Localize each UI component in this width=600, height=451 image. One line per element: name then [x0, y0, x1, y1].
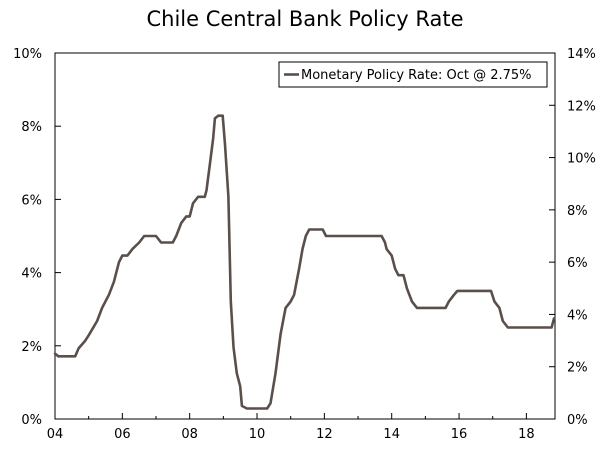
right-tick-label: 12%: [567, 99, 596, 114]
legend: Monetary Policy Rate: Oct @ 2.75%: [278, 61, 548, 88]
left-tick-label: 0%: [21, 413, 42, 428]
series-line: [53, 114, 556, 410]
x-tick-label: 16: [451, 427, 468, 442]
right-tick-label: 2%: [567, 361, 588, 376]
right-tick-label: 6%: [567, 256, 588, 271]
left-y-axis: 0% 2% 4% 6% 8% 10%: [13, 47, 61, 428]
x-tick-label: 04: [47, 427, 64, 442]
x-tick-label: 18: [518, 427, 535, 442]
x-tick-label: 06: [114, 427, 131, 442]
x-tick-label: 10: [249, 427, 266, 442]
legend-box: [278, 61, 548, 88]
right-tick-label: 0%: [567, 413, 588, 428]
left-tick-label: 2%: [21, 340, 42, 355]
x-tick-label: 12: [316, 427, 333, 442]
series-group: [53, 114, 556, 410]
x-tick-label: 14: [383, 427, 400, 442]
chart-title: Chile Central Bank Policy Rate: [146, 7, 463, 31]
left-tick-label: 10%: [13, 47, 42, 62]
x-tick-label: 08: [181, 427, 198, 442]
right-tick-label: 14%: [567, 47, 596, 62]
legend-label: Monetary Policy Rate: Oct @ 2.75%: [301, 68, 532, 83]
plot-area: [54, 52, 556, 420]
right-tick-label: 8%: [567, 204, 588, 219]
right-tick-label: 4%: [567, 308, 588, 323]
x-axis: 04 06 08 10 12 14 16 18: [47, 413, 535, 442]
left-tick-label: 6%: [21, 193, 42, 208]
right-tick-label: 10%: [567, 152, 596, 167]
left-tick-label: 8%: [21, 120, 42, 135]
left-tick-label: 4%: [21, 267, 42, 282]
right-y-axis: 0% 2% 4% 6% 8% 10% 12% 14%: [549, 47, 596, 428]
